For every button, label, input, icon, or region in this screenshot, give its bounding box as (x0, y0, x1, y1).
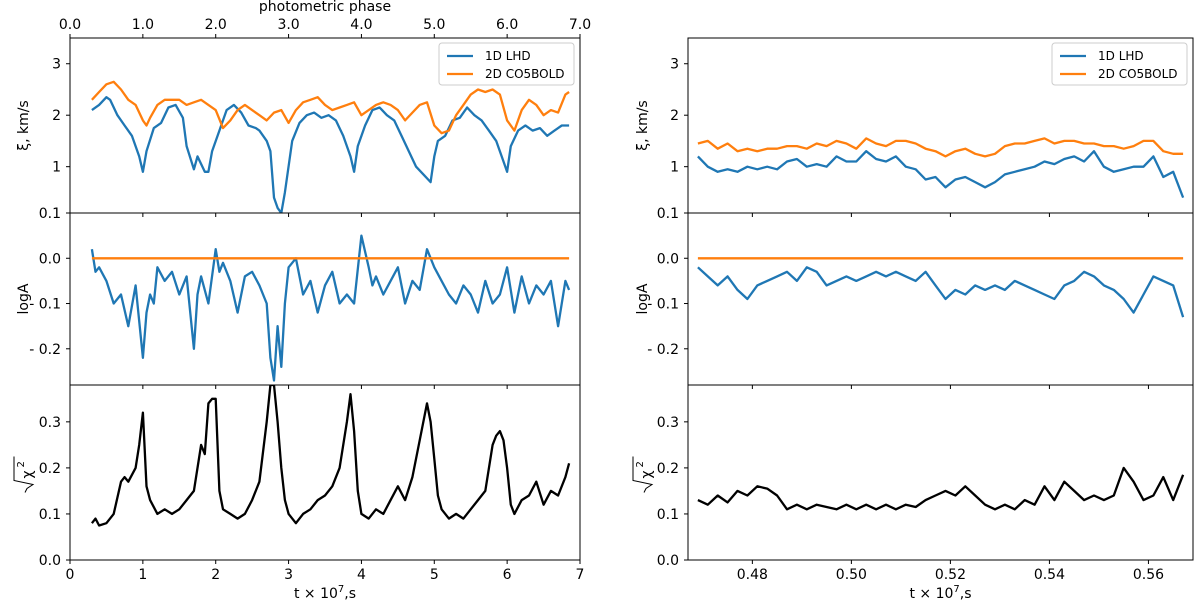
series-line-2d-co5bold (697, 137, 1184, 158)
subplot-right-2: 0.0 - 0.1 - 0.2 logA (635, 212, 1194, 389)
series-line-chi (90, 385, 571, 527)
top-axis-label: photometric phase (259, 0, 391, 15)
x-tick-label: 0 (66, 567, 75, 583)
legend-label: 1D LHD (485, 49, 531, 63)
legend-label: 1D LHD (1098, 49, 1144, 63)
y-tick-label: 0.3 (39, 415, 61, 431)
y-tick-label: 0.1 (39, 507, 61, 523)
x-tick-label: 1 (138, 567, 147, 583)
y-tick-label: - 0.1 (647, 297, 679, 313)
top-x-tick-label: 4.0 (350, 17, 372, 33)
y-axis-label: ξ, km/s (16, 100, 32, 150)
y-axis-label: χ2 (13, 456, 36, 493)
y-tick-label: 0.0 (39, 553, 61, 569)
y-tick-label: - 0.2 (647, 342, 679, 358)
x-tick-label: 0.48 (737, 567, 768, 583)
y-tick-label: 0.2 (657, 461, 679, 477)
x-tick-label: 0.56 (1133, 567, 1164, 583)
x-axis-label-main: t × 10 (909, 586, 953, 602)
y-axis-label: ξ, km/s (635, 100, 651, 150)
y-tick-label: 0.1 (657, 507, 679, 523)
x-tick-label: 4 (357, 567, 366, 583)
y-axis-label-sup: 2 (635, 461, 646, 467)
y-axis-label: logA (635, 283, 651, 314)
legend-label: 2D CO5BOLD (485, 67, 565, 81)
x-tick-label: 3 (284, 567, 293, 583)
top-x-tick-label: 3.0 (277, 17, 299, 33)
x-tick-label: 6 (503, 567, 512, 583)
sqrt-symbol (632, 456, 654, 493)
y-tick-label: 3 (670, 57, 679, 73)
y-tick-label: 0.2 (39, 461, 61, 477)
x-axis-label: t × 107,s (909, 584, 971, 602)
series-line-2d-co5bold (91, 80, 570, 135)
x-axis-label-sup: 7 (953, 584, 959, 595)
top-x-tick-label: 6.0 (496, 17, 518, 33)
y-tick-label: 0.0 (657, 251, 679, 267)
y-tick-label: 0.1 (39, 206, 61, 222)
y-axis-label-chi: χ (639, 470, 655, 478)
y-tick-label: 1 (670, 160, 679, 176)
y-axis-label-chi: χ (20, 470, 36, 478)
panel-left: 0.1 1 2 3 ξ, km/s 1D LHD 2D CO5BOLD 0.0 - 0.1 - 0… (13, 0, 591, 602)
series-line-1d-lhd (90, 234, 571, 382)
y-axis-label: χ2 (632, 456, 655, 493)
x-tick-label: 7 (576, 567, 585, 583)
y-tick-label: - 0.2 (29, 342, 61, 358)
y-axis-label-sup: 2 (16, 461, 27, 467)
subplot-right-1: 0.1 1 2 3 ξ, km/s 1D LHD 2D CO5BOLD (635, 37, 1194, 222)
y-axis-label: logA (16, 283, 32, 314)
y-tick-label: 1 (52, 160, 61, 176)
axes-frame (69, 212, 581, 386)
top-x-tick-label: 5.0 (423, 17, 445, 33)
legend-label: 2D CO5BOLD (1098, 67, 1178, 81)
x-axis-label-main: t × 10 (294, 586, 338, 602)
series-line-chi (697, 466, 1185, 511)
series-line-1d-lhd (91, 96, 570, 213)
legend: 1D LHD 2D CO5BOLD (438, 42, 575, 86)
sqrt-symbol (13, 456, 35, 493)
y-tick-label: 0.0 (657, 553, 679, 569)
y-tick-label: 2 (52, 108, 61, 124)
top-x-tick-label: 0.0 (59, 17, 81, 33)
x-tick-label: 0.50 (836, 567, 867, 583)
top-axis: 0.0 1.0 2.0 3.0 4.0 5.0 6.0 7.0 photometric phas… (59, 0, 591, 38)
top-x-tick-label: 2.0 (205, 17, 227, 33)
x-axis-label-sup: 7 (338, 584, 344, 595)
x-tick-label: 2 (211, 567, 220, 583)
y-tick-label: - 0.1 (29, 297, 61, 313)
y-tick-label: 0.3 (657, 415, 679, 431)
axes-frame (687, 212, 1194, 386)
x-tick-label: 0.52 (935, 567, 966, 583)
y-tick-label: 2 (670, 108, 679, 124)
subplot-left-2: 0.0 - 0.1 - 0.2 logA (16, 212, 581, 389)
top-x-tick-label: 1.0 (132, 17, 154, 33)
x-axis-label-suffix: ,s (960, 586, 972, 602)
top-x-tick-label: 7.0 (569, 17, 591, 33)
y-tick-label: 0.1 (657, 206, 679, 222)
x-axis-label-suffix: ,s (344, 586, 356, 602)
panel-right: 0.1 1 2 3 ξ, km/s 1D LHD 2D CO5BOLD 0.0 - 0.1 - 0… (632, 37, 1194, 602)
y-tick-label: 3 (52, 57, 61, 73)
axes-frame (69, 384, 581, 561)
x-tick-label: 0.54 (1034, 567, 1065, 583)
y-tick-label: 0.0 (39, 251, 61, 267)
series-line-1d-lhd (697, 266, 1185, 318)
axes-frame (687, 384, 1194, 561)
x-axis-label: t × 107,s (294, 584, 356, 602)
series-line-1d-lhd (697, 150, 1185, 199)
subplot-left-1: 0.1 1 2 3 ξ, km/s 1D LHD 2D CO5BOLD (16, 37, 581, 222)
legend: 1D LHD 2D CO5BOLD (1051, 42, 1188, 86)
x-tick-label: 5 (430, 567, 439, 583)
